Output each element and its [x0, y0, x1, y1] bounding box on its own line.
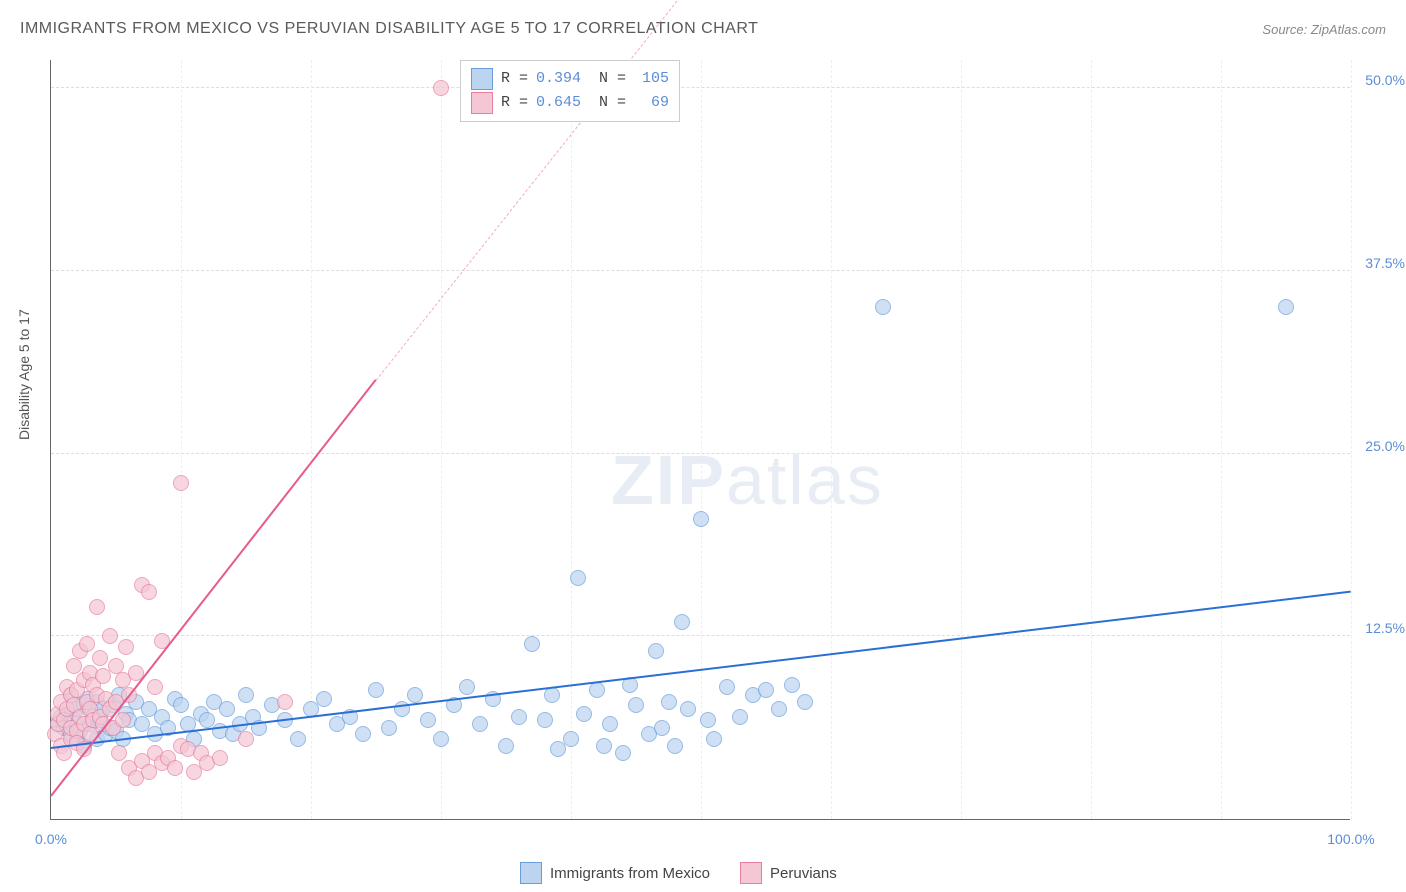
legend-label: Peruvians: [770, 865, 837, 882]
mexico-point: [628, 697, 644, 713]
r-label: R =: [501, 67, 528, 91]
x-tick-label: 100.0%: [1327, 831, 1374, 847]
peruvians-point: [173, 475, 189, 491]
peruvians-point: [141, 584, 157, 600]
mexico-point: [498, 738, 514, 754]
plot-area: ZIPatlas 12.5%25.0%37.5%50.0%0.0%100.0%: [50, 60, 1350, 820]
peruvians-point: [108, 658, 124, 674]
peruvians-point: [111, 745, 127, 761]
correlation-legend: R = 0.394 N = 105 R = 0.645 N = 69: [460, 60, 680, 122]
mexico-point: [570, 570, 586, 586]
mexico-point: [576, 706, 592, 722]
peruvians-point: [66, 658, 82, 674]
mexico-point: [238, 687, 254, 703]
y-tick-label: 37.5%: [1355, 255, 1405, 271]
swatch-mexico: [471, 68, 493, 90]
peruvians-point: [277, 694, 293, 710]
legend-item-peruvians: Peruvians: [740, 862, 837, 884]
peruvians-point: [433, 80, 449, 96]
r-value: 0.645: [536, 91, 591, 115]
mexico-point: [596, 738, 612, 754]
x-tick-label: 0.0%: [35, 831, 67, 847]
peruvians-point: [115, 712, 131, 728]
mexico-point: [459, 679, 475, 695]
n-label: N =: [599, 67, 626, 91]
peruvians-point: [238, 731, 254, 747]
source-label: Source:: [1262, 22, 1307, 37]
mexico-point: [674, 614, 690, 630]
mexico-point: [680, 701, 696, 717]
mexico-point: [784, 677, 800, 693]
n-label: N =: [599, 91, 626, 115]
mexico-point: [602, 716, 618, 732]
mexico-point: [797, 694, 813, 710]
legend-item-mexico: Immigrants from Mexico: [520, 862, 710, 884]
mexico-point: [173, 697, 189, 713]
mexico-point: [654, 720, 670, 736]
vgridline: [831, 60, 832, 819]
swatch-peruvians: [471, 92, 493, 114]
mexico-point: [771, 701, 787, 717]
mexico-point: [381, 720, 397, 736]
vgridline: [961, 60, 962, 819]
peruvians-point: [79, 636, 95, 652]
mexico-point: [407, 687, 423, 703]
mexico-point: [219, 701, 235, 717]
y-tick-label: 50.0%: [1355, 72, 1405, 88]
mexico-point: [511, 709, 527, 725]
mexico-point: [290, 731, 306, 747]
source-name: ZipAtlas.com: [1311, 22, 1386, 37]
vgridline: [1351, 60, 1352, 819]
peruvians-point: [118, 639, 134, 655]
vgridline: [1091, 60, 1092, 819]
peruvians-point: [89, 599, 105, 615]
vgridline: [441, 60, 442, 819]
mexico-point: [563, 731, 579, 747]
peruvians-point: [147, 679, 163, 695]
mexico-point: [661, 694, 677, 710]
mexico-point: [199, 712, 215, 728]
series-legend: Immigrants from Mexico Peruvians: [520, 862, 837, 884]
mexico-point: [615, 745, 631, 761]
mexico-point: [700, 712, 716, 728]
peruvians-point: [92, 650, 108, 666]
mexico-point: [368, 682, 384, 698]
mexico-point: [524, 636, 540, 652]
vgridline: [701, 60, 702, 819]
peruvians-point: [212, 750, 228, 766]
peruvians-point: [102, 628, 118, 644]
y-tick-label: 12.5%: [1355, 620, 1405, 636]
r-label: R =: [501, 91, 528, 115]
mexico-point: [667, 738, 683, 754]
legend-stat-row-peruvians: R = 0.645 N = 69: [471, 91, 669, 115]
mexico-point: [732, 709, 748, 725]
mexico-point: [758, 682, 774, 698]
mexico-point: [1278, 299, 1294, 315]
mexico-point: [648, 643, 664, 659]
source-attribution: Source: ZipAtlas.com: [1262, 22, 1386, 37]
vgridline: [1221, 60, 1222, 819]
y-axis-label: Disability Age 5 to 17: [16, 309, 32, 440]
n-value: 69: [634, 91, 669, 115]
peruvians-point: [167, 760, 183, 776]
swatch-peruvians: [740, 862, 762, 884]
vgridline: [571, 60, 572, 819]
mexico-point: [433, 731, 449, 747]
n-value: 105: [634, 67, 669, 91]
mexico-point: [537, 712, 553, 728]
mexico-point: [355, 726, 371, 742]
legend-label: Immigrants from Mexico: [550, 865, 710, 882]
r-value: 0.394: [536, 67, 591, 91]
y-tick-label: 25.0%: [1355, 438, 1405, 454]
legend-stat-row-mexico: R = 0.394 N = 105: [471, 67, 669, 91]
mexico-point: [316, 691, 332, 707]
swatch-mexico: [520, 862, 542, 884]
mexico-point: [589, 682, 605, 698]
mexico-point: [693, 511, 709, 527]
mexico-point: [420, 712, 436, 728]
mexico-point: [472, 716, 488, 732]
mexico-point: [875, 299, 891, 315]
mexico-point: [719, 679, 735, 695]
mexico-point: [706, 731, 722, 747]
